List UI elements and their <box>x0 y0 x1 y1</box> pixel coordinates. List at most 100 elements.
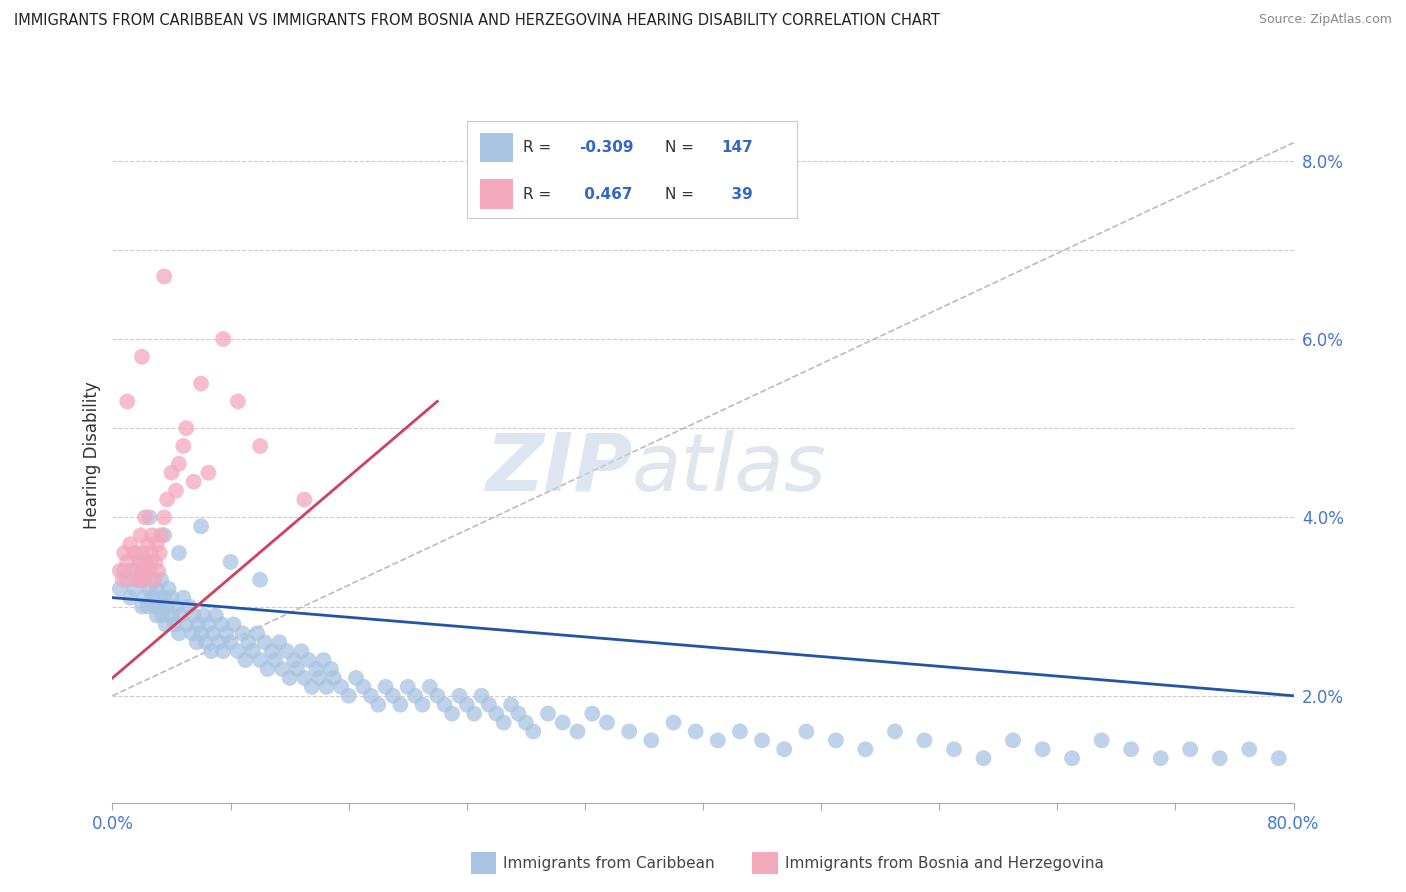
Point <box>183 608 205 623</box>
Point <box>315 680 337 694</box>
Point <box>290 644 312 658</box>
Point <box>156 599 179 614</box>
Point <box>131 546 153 560</box>
Text: atlas: atlas <box>633 430 827 508</box>
Point <box>149 599 172 614</box>
Point <box>508 706 530 721</box>
Point <box>153 591 176 605</box>
Point <box>197 617 219 632</box>
Point <box>773 742 796 756</box>
Point <box>169 608 191 623</box>
Point <box>125 573 148 587</box>
Point <box>124 582 146 596</box>
Point <box>231 626 253 640</box>
Point <box>165 483 187 498</box>
Point <box>129 555 152 569</box>
Point <box>153 528 176 542</box>
Point <box>1032 742 1054 756</box>
Point <box>226 644 249 658</box>
Point <box>132 573 155 587</box>
Point <box>855 742 877 756</box>
Point <box>187 617 209 632</box>
Point <box>456 698 478 712</box>
Point <box>193 608 215 623</box>
Point <box>389 698 412 712</box>
Point <box>219 555 242 569</box>
Point <box>117 573 138 587</box>
Point <box>278 671 301 685</box>
Point <box>308 671 330 685</box>
Point <box>174 617 197 632</box>
Point <box>142 573 165 587</box>
Point <box>256 662 278 676</box>
Point <box>129 528 152 542</box>
Point <box>522 724 544 739</box>
Point <box>1001 733 1024 747</box>
Point <box>596 715 619 730</box>
Point <box>640 733 662 747</box>
Point <box>433 698 456 712</box>
Point <box>138 510 160 524</box>
Point <box>246 626 269 640</box>
Point <box>141 591 163 605</box>
Point <box>141 528 163 542</box>
Point <box>1178 742 1201 756</box>
Text: ZIP: ZIP <box>485 430 633 508</box>
Point <box>165 599 187 614</box>
Point <box>312 653 335 667</box>
Point <box>501 698 523 712</box>
Point <box>120 591 142 605</box>
Point <box>121 564 143 578</box>
Point <box>146 608 169 623</box>
Point <box>515 715 537 730</box>
Point <box>124 546 146 560</box>
Point <box>884 724 907 739</box>
Point <box>463 706 485 721</box>
Point <box>298 653 321 667</box>
Point <box>131 564 153 578</box>
Point <box>135 555 157 569</box>
Point <box>167 546 190 560</box>
Point <box>134 510 156 524</box>
Point <box>174 421 197 435</box>
Point <box>404 689 426 703</box>
Point <box>249 573 271 587</box>
Point <box>143 599 166 614</box>
Point <box>146 582 169 596</box>
Point <box>360 689 382 703</box>
Y-axis label: Hearing Disability: Hearing Disability <box>83 381 101 529</box>
Point <box>478 698 501 712</box>
Point <box>148 591 170 605</box>
Point <box>143 555 166 569</box>
Point <box>179 599 201 614</box>
Point <box>167 626 190 640</box>
Point <box>276 644 298 658</box>
Point <box>253 635 276 649</box>
Point <box>441 706 464 721</box>
Point <box>148 564 170 578</box>
Point <box>914 733 936 747</box>
Point <box>149 546 172 560</box>
Point <box>973 751 995 765</box>
Point <box>205 608 228 623</box>
Point <box>112 564 135 578</box>
Point <box>226 394 249 409</box>
Point <box>172 591 194 605</box>
Text: IMMIGRANTS FROM CARIBBEAN VS IMMIGRANTS FROM BOSNIA AND HERZEGOVINA HEARING DISA: IMMIGRANTS FROM CARIBBEAN VS IMMIGRANTS … <box>14 13 941 29</box>
Point <box>138 564 160 578</box>
Point <box>1268 751 1291 765</box>
Point <box>211 617 233 632</box>
Point <box>470 689 494 703</box>
Point <box>292 671 315 685</box>
Point <box>152 608 174 623</box>
Point <box>111 573 134 587</box>
Point <box>136 537 159 551</box>
Text: Immigrants from Caribbean: Immigrants from Caribbean <box>503 856 716 871</box>
Point <box>122 564 145 578</box>
Point <box>292 492 315 507</box>
Point <box>190 376 212 391</box>
Point <box>1062 751 1084 765</box>
Text: Immigrants from Bosnia and Herzegovina: Immigrants from Bosnia and Herzegovina <box>785 856 1104 871</box>
Point <box>426 689 449 703</box>
Point <box>142 573 165 587</box>
